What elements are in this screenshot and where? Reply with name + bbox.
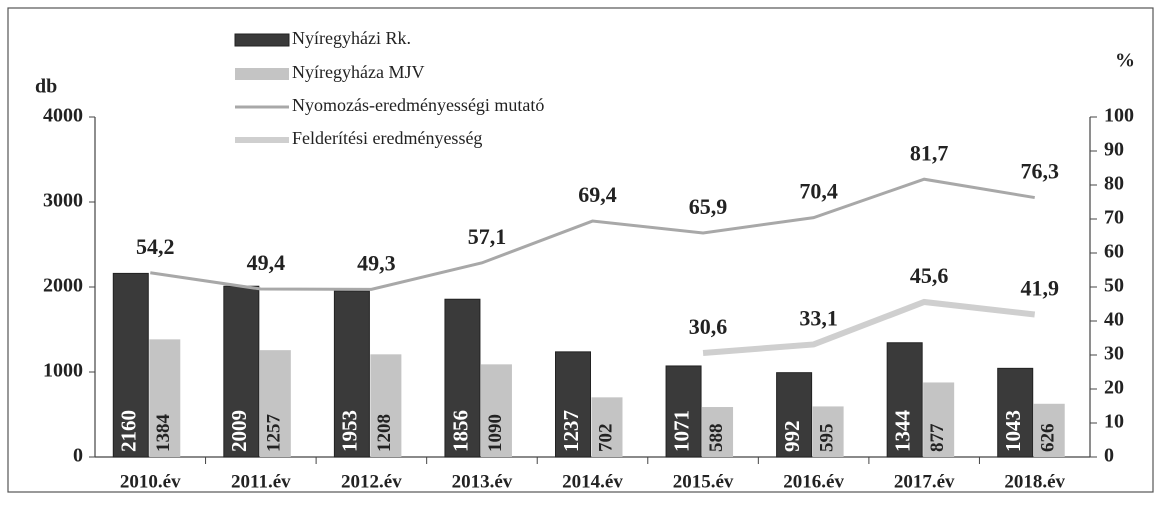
y2-tick-label: 70 bbox=[1104, 207, 1124, 229]
line-value-label: 45,6 bbox=[910, 263, 949, 288]
x-tick-label: 2011.év bbox=[231, 471, 291, 492]
y2-tick-label: 30 bbox=[1104, 343, 1124, 365]
x-tick-label: 2018.év bbox=[1004, 471, 1065, 492]
bar bbox=[149, 339, 181, 457]
bar-value-label: 1953 bbox=[338, 410, 362, 452]
bar bbox=[776, 372, 813, 458]
bar bbox=[480, 364, 512, 457]
y-tick-label: 1000 bbox=[43, 360, 83, 382]
bar bbox=[555, 351, 591, 458]
line-value-label: 54,2 bbox=[136, 234, 175, 259]
x-tick-label: 2015.év bbox=[673, 471, 734, 492]
y2-tick-label: 80 bbox=[1104, 173, 1124, 195]
bar-value-label: 1090 bbox=[485, 414, 506, 452]
bar-value-label: 626 bbox=[1038, 424, 1059, 453]
bar bbox=[665, 365, 702, 458]
bar-value-label: 595 bbox=[816, 424, 837, 453]
y2-tick-label: 20 bbox=[1104, 377, 1124, 399]
x-tick-label: 2010.év bbox=[120, 471, 181, 492]
y-tick-label: 3000 bbox=[43, 190, 83, 212]
line-value-label: 76,3 bbox=[1020, 159, 1059, 184]
x-tick-label: 2017.év bbox=[894, 471, 955, 492]
bar bbox=[702, 407, 734, 457]
legend-swatch bbox=[234, 33, 290, 47]
bar-value-label: 1384 bbox=[153, 414, 174, 453]
bar-value-label: 2160 bbox=[117, 410, 141, 452]
bar bbox=[370, 354, 402, 457]
y2-axis-label: % bbox=[1115, 50, 1135, 72]
line-value-label: 49,4 bbox=[247, 250, 286, 275]
y-tick-label: 4000 bbox=[43, 105, 83, 127]
frame bbox=[7, 7, 1154, 493]
bar-value-label: 992 bbox=[780, 421, 804, 453]
y2-tick-label: 50 bbox=[1104, 275, 1124, 297]
x-tick-label: 2016.év bbox=[783, 471, 844, 492]
bar-value-label: 1257 bbox=[264, 414, 285, 453]
bar bbox=[333, 290, 370, 458]
bar-value-label: 588 bbox=[706, 424, 727, 453]
y2-tick-label: 0 bbox=[1104, 445, 1114, 467]
bar bbox=[812, 406, 844, 457]
bar-value-label: 1344 bbox=[890, 410, 914, 453]
y-tick-label: 2000 bbox=[43, 275, 83, 297]
line bbox=[150, 177, 1035, 291]
line-value-label: 65,9 bbox=[689, 194, 728, 219]
bar bbox=[259, 350, 291, 457]
bar-value-label: 1071 bbox=[669, 410, 693, 452]
bar bbox=[997, 367, 1034, 458]
x-tick-label: 2014.év bbox=[562, 471, 623, 492]
y2-tick-label: 60 bbox=[1104, 241, 1124, 263]
bar-value-label: 877 bbox=[927, 423, 948, 452]
line-value-label: 69,4 bbox=[578, 182, 617, 207]
line-value-label: 49,3 bbox=[357, 250, 396, 275]
line-value-label: 57,1 bbox=[468, 224, 507, 249]
legend-label: Nyomozás-eredményességi mutató bbox=[292, 95, 544, 115]
bar-value-label: 1043 bbox=[1001, 410, 1025, 452]
legend-label: Nyíregyháza MJV bbox=[292, 62, 424, 82]
bar-value-label: 2009 bbox=[227, 410, 251, 452]
y2-tick-label: 40 bbox=[1104, 309, 1124, 331]
legend-label: Felderítési eredményesség bbox=[292, 128, 482, 148]
legend-label: Nyíregyházi Rk. bbox=[292, 28, 411, 48]
legend-swatch bbox=[235, 68, 289, 80]
x-tick-label: 2013.év bbox=[452, 471, 513, 492]
line-value-label: 33,1 bbox=[799, 306, 838, 331]
bar-value-label: 702 bbox=[595, 424, 616, 453]
bar bbox=[444, 298, 481, 458]
bar bbox=[886, 342, 923, 458]
line-value-label: 41,9 bbox=[1020, 276, 1059, 301]
bar bbox=[923, 382, 955, 457]
bar bbox=[112, 272, 149, 458]
y-tick-label: 0 bbox=[73, 445, 83, 467]
line-value-label: 30,6 bbox=[689, 314, 728, 339]
line-value-label: 81,7 bbox=[910, 140, 949, 165]
y-axis-label: db bbox=[35, 76, 57, 98]
bar bbox=[1033, 403, 1065, 457]
y2-tick-label: 90 bbox=[1104, 139, 1124, 161]
y2-tick-label: 10 bbox=[1104, 411, 1124, 433]
line bbox=[702, 298, 1036, 356]
y2-tick-label: 100 bbox=[1104, 105, 1134, 127]
bar-value-label: 1208 bbox=[374, 414, 395, 452]
x-tick-label: 2012.év bbox=[341, 471, 402, 492]
bar-value-label: 1237 bbox=[559, 410, 583, 452]
line-value-label: 70,4 bbox=[799, 179, 838, 204]
bar-value-label: 1856 bbox=[448, 410, 472, 452]
bar bbox=[591, 397, 623, 457]
